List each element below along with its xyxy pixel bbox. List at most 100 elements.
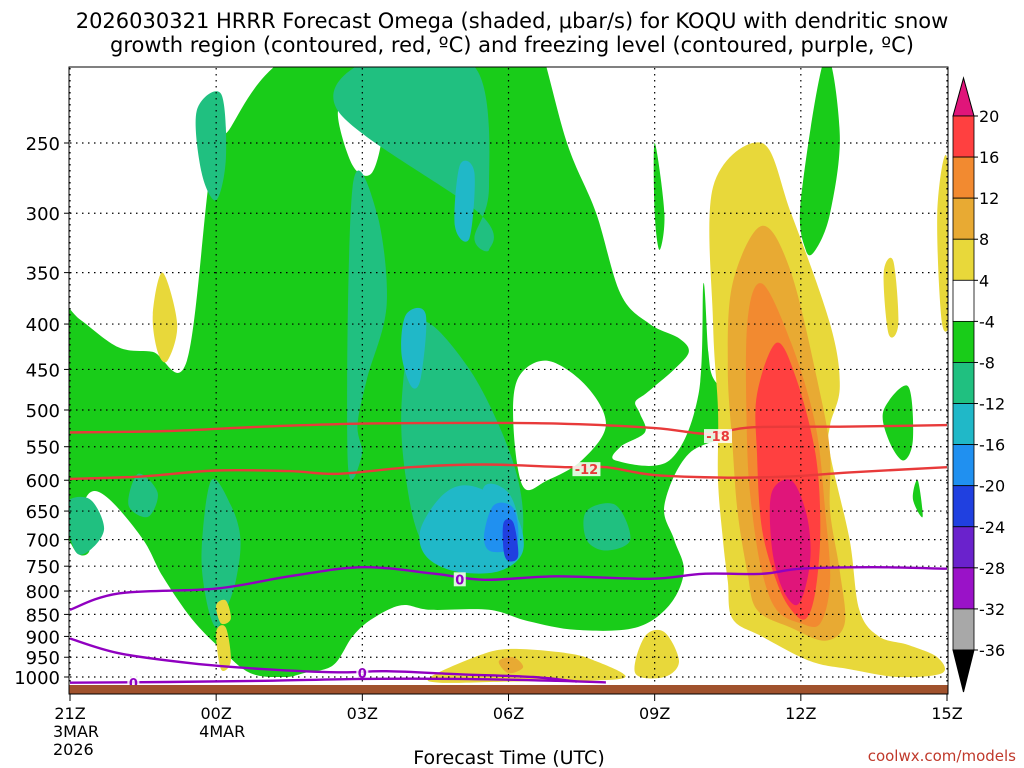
temperature-contours: -18 -12 0 0 0 — [69, 421, 948, 692]
colorbar-bin-16-20 — [952, 115, 975, 158]
colorbar-label--8: -8 — [979, 353, 995, 372]
colorbar-label--16: -16 — [979, 436, 1005, 455]
contour-0C-upper — [69, 565, 948, 611]
chart-title-line1: 2026030321 HRRR Forecast Omega (shaded, … — [75, 9, 949, 33]
colorbar-label--32: -32 — [979, 600, 1005, 619]
contour-label-bg-0C-surface — [127, 676, 140, 685]
colorbar-bin-12-16 — [952, 156, 975, 199]
y-tick-label-300: 300 — [26, 204, 60, 225]
omega-region-13 — [201, 478, 241, 628]
colorbar-bin--28--24 — [952, 526, 975, 569]
y-tick-label-650: 650 — [26, 502, 60, 523]
colorbar-label-12: 12 — [979, 189, 999, 208]
contour-label-bg--18C — [704, 429, 733, 444]
colorbar-bin-8-12 — [952, 197, 975, 240]
y-tick-label-500: 500 — [26, 401, 60, 422]
contour--18C — [69, 421, 948, 436]
x-tick-label-00Z: 00Z — [201, 704, 232, 723]
y-tick-label-800: 800 — [26, 582, 60, 603]
y-tick-label-950: 950 — [26, 648, 60, 669]
colorbar-label-16: 16 — [979, 148, 999, 167]
omega-region-25 — [937, 155, 948, 332]
source-credit: coolwx.com/models — [867, 747, 1016, 765]
omega-region-16 — [454, 160, 475, 242]
colorbar-label--4: -4 — [979, 312, 995, 331]
contour-label-0C-surface: 0 — [129, 677, 138, 692]
y-tick-label-750: 750 — [26, 557, 60, 578]
contour-label-bg-0C-lower — [356, 666, 369, 681]
contour-0C-surface — [69, 677, 606, 684]
omega-region-20 — [502, 518, 519, 562]
colorbar-bin--20--16 — [952, 444, 975, 487]
contour-label-0C-lower: 0 — [358, 667, 367, 682]
y-tick-label-450: 450 — [26, 360, 60, 381]
contour-label-bg-0C-upper — [453, 572, 466, 587]
contour-label--18C: -18 — [706, 430, 730, 445]
omega-region-8 — [347, 170, 387, 480]
x-tick-label-03Z: 03Z — [347, 704, 378, 723]
contour-label--12C: -12 — [575, 463, 599, 478]
omega-region-28 — [634, 629, 679, 679]
colorbar-label-20: 20 — [979, 107, 999, 126]
chart-title-line2: growth region (contoured, red, ºC) and f… — [110, 33, 914, 57]
colorbar-bin-4-8 — [952, 238, 975, 281]
colorbar-bin--36--32 — [952, 608, 975, 651]
x-tick-sublabel2-21Z: 2026 — [53, 740, 94, 759]
omega-region-21 — [152, 272, 178, 363]
x-tick-label-15Z: 15Z — [931, 704, 962, 723]
colorbar-bin--4-4 — [952, 279, 975, 322]
colorbar-bin--32--28 — [952, 567, 975, 610]
x-tick-sublabel-21Z: 3MAR — [53, 722, 99, 741]
colorbar-label--28: -28 — [979, 559, 1005, 578]
omega-region-30 — [498, 656, 524, 674]
colorbar-over-arrow — [952, 76, 975, 117]
y-tick-label-400: 400 — [26, 315, 60, 336]
x-tick-label-12Z: 12Z — [785, 704, 816, 723]
y-axis: 2503003504004505005506006507007508008509… — [14, 134, 69, 689]
omega-region-4 — [912, 479, 923, 518]
omega-region-15 — [401, 307, 427, 389]
omega-region-12 — [69, 496, 105, 555]
y-tick-label-600: 600 — [26, 471, 60, 492]
colorbar-bin--16--12 — [952, 403, 975, 446]
y-tick-label-350: 350 — [26, 264, 60, 285]
colorbar-label-4: 4 — [979, 271, 989, 290]
omega-shading — [69, 67, 948, 683]
omega-region-11 — [128, 473, 158, 518]
x-tick-sublabel-00Z: 4MAR — [199, 722, 245, 741]
omega-region-7 — [195, 91, 227, 201]
contour-0C-lower — [69, 637, 577, 683]
colorbar-under-arrow — [952, 649, 975, 693]
y-tick-label-900: 900 — [26, 627, 60, 648]
y-tick-label-850: 850 — [26, 605, 60, 626]
y-tick-label-700: 700 — [26, 531, 60, 552]
omega-region-24 — [883, 257, 899, 338]
contour-label-bg--12C — [572, 462, 601, 477]
colorbar-label--36: -36 — [979, 641, 1005, 660]
omega-region-1 — [799, 67, 840, 256]
omega-region-3 — [882, 385, 914, 461]
y-tick-label-550: 550 — [26, 438, 60, 459]
y-tick-label-250: 250 — [26, 134, 60, 155]
x-axis-label: Forecast Time (UTC) — [413, 747, 604, 768]
colorbar-bin--24--20 — [952, 485, 975, 528]
ground-strip — [69, 685, 948, 694]
colorbar-bin--12--8 — [952, 362, 975, 404]
y-tick-label-1000: 1000 — [14, 668, 60, 689]
omega-region-9 — [333, 67, 494, 252]
colorbar-label--24: -24 — [979, 518, 1005, 537]
x-tick-label-09Z: 09Z — [639, 704, 670, 723]
colorbar-label-8: 8 — [979, 230, 989, 249]
colorbar-bin--8--4 — [952, 320, 975, 363]
x-tick-label-21Z: 21Z — [54, 704, 85, 723]
contour--12C — [69, 463, 948, 481]
omega-region-33 — [769, 479, 811, 606]
colorbar: 20 16 12 8 4 -4 -8 -12 -16 -20 -24 -28 -32 -36 — [952, 76, 1005, 693]
omega-region-14 — [583, 503, 631, 551]
omega-region-2 — [653, 143, 665, 250]
colorbar-label--12: -12 — [979, 395, 1005, 414]
omega-region-6 — [513, 360, 606, 491]
colorbar-label--20: -20 — [979, 477, 1005, 496]
